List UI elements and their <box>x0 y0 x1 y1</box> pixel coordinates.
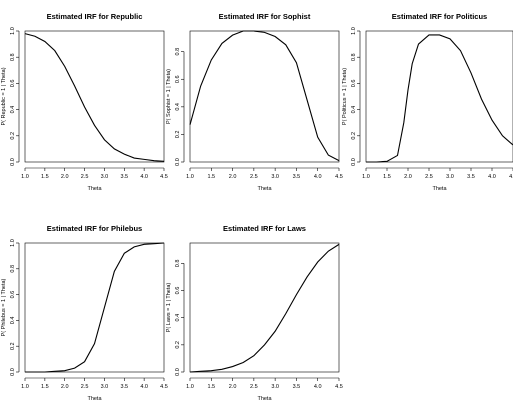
x-tick-label: 1.5 <box>207 174 215 180</box>
x-tick-label: 1.5 <box>41 384 49 390</box>
y-tick-label: 1.0 <box>351 27 357 35</box>
x-tick-label: 2.0 <box>404 174 412 180</box>
x-tick-label: 3.5 <box>120 174 128 180</box>
y-tick-label: 0.6 <box>175 75 181 83</box>
y-tick-label: 0.2 <box>175 341 181 349</box>
x-tick-label: 3.5 <box>120 384 128 390</box>
x-tick-label: 2.0 <box>229 174 237 180</box>
plot-box <box>24 30 165 163</box>
x-axis-label: Theta <box>432 186 447 192</box>
y-tick-label: 0.0 <box>351 158 357 166</box>
chart-panel-0: Estimated IRF for Republic 1.0 1.5 2.0 2.5 3.… <box>1 12 168 192</box>
x-axis-label: Theta <box>257 396 272 402</box>
x-tick-label: 1.0 <box>21 384 29 390</box>
y-tick-label: 0.6 <box>351 80 357 88</box>
x-tick-label: 4.5 <box>160 174 168 180</box>
x-tick-label: 2.5 <box>250 174 258 180</box>
y-tick-label: 0.8 <box>351 53 357 61</box>
x-tick-label: 2.0 <box>229 384 237 390</box>
plot-box <box>189 30 340 163</box>
x-tick-label: 1.0 <box>362 174 370 180</box>
y-tick-label: 1.0 <box>10 239 16 247</box>
x-tick-label: 3.5 <box>467 174 475 180</box>
x-tick-label: 3.5 <box>293 174 301 180</box>
x-tick-label: 4.0 <box>314 174 322 180</box>
x-tick-label: 1.5 <box>207 384 215 390</box>
x-tick-label: 4.0 <box>314 384 322 390</box>
x-tick-label: 3.0 <box>446 174 454 180</box>
x-tick-label: 2.5 <box>250 384 258 390</box>
y-tick-label: 0.0 <box>10 368 16 376</box>
y-tick-label: 0.4 <box>10 317 16 325</box>
y-tick-label: 0.2 <box>175 131 181 139</box>
chart-title: Estimated IRF for Politicus <box>392 12 487 21</box>
y-tick-label: 0.8 <box>10 53 16 61</box>
x-tick-label: 2.5 <box>81 174 89 180</box>
y-tick-label: 0.2 <box>351 132 357 140</box>
irf-curve <box>24 33 165 162</box>
x-tick-label: 4.0 <box>140 384 148 390</box>
x-tick-label: 3.0 <box>271 384 279 390</box>
x-tick-label: 1.0 <box>186 174 194 180</box>
y-axis-label: P( Philebus = 1 | Theta) <box>1 278 7 336</box>
y-tick-label: 0.0 <box>10 158 16 166</box>
y-axis-label: P( Laws = 1 | Theta) <box>166 283 172 333</box>
y-tick-label: 0.0 <box>175 368 181 376</box>
y-tick-label: 0.2 <box>10 342 16 350</box>
chart-title: Estimated IRF for Sophist <box>219 12 311 21</box>
x-axis-label: Theta <box>87 186 102 192</box>
y-tick-label: 0.8 <box>10 265 16 273</box>
x-tick-label: 3.5 <box>293 384 301 390</box>
y-tick-label: 0.4 <box>351 106 357 114</box>
x-tick-label: 4.5 <box>160 384 168 390</box>
x-tick-label: 1.0 <box>21 174 29 180</box>
chart-title: Estimated IRF for Laws <box>223 224 306 233</box>
y-tick-label: 0.0 <box>175 158 181 166</box>
y-axis-label: P( Politicus = 1 | Theta) <box>342 68 348 125</box>
y-tick-label: 0.6 <box>10 80 16 88</box>
x-tick-label: 1.5 <box>383 174 391 180</box>
y-tick-label: 0.4 <box>175 103 181 111</box>
x-tick-label: 1.5 <box>41 174 49 180</box>
y-tick-label: 0.4 <box>175 314 181 322</box>
plot-box <box>24 242 165 373</box>
x-tick-label: 3.0 <box>101 384 109 390</box>
chart-title: Estimated IRF for Philebus <box>47 224 142 233</box>
y-axis-label: P( Sophist = 1 | Theta) <box>166 69 172 124</box>
plot-box <box>365 30 513 163</box>
y-axis-label: P( Republic = 1 | Theta) <box>1 67 7 125</box>
chart-panel-1: Estimated IRF for Sophist 1.0 1.5 2.0 2.5 3.0… <box>166 12 343 192</box>
x-axis-label: Theta <box>257 186 272 192</box>
x-tick-label: 3.0 <box>101 174 109 180</box>
irf-curve <box>25 242 165 373</box>
y-tick-label: 0.6 <box>175 287 181 295</box>
irf-curve <box>189 30 340 162</box>
y-tick-label: 0.8 <box>175 260 181 268</box>
x-tick-label: 2.0 <box>61 174 69 180</box>
x-tick-label: 4.5 <box>335 174 343 180</box>
chart-title: Estimated IRF for Republic <box>47 12 143 21</box>
x-tick-label: 1.0 <box>186 384 194 390</box>
x-tick-label: 4.0 <box>140 174 148 180</box>
chart-panel-2: Estimated IRF for Politicus 1.0 1.5 2.0 2.5 3… <box>342 12 513 192</box>
x-tick-label: 2.5 <box>425 174 433 180</box>
x-tick-label: 4.0 <box>488 174 496 180</box>
x-tick-label: 4.5 <box>509 174 513 180</box>
chart-panel-3: Estimated IRF for Philebus 1.0 1.5 2.0 2.5 3.… <box>1 224 168 402</box>
y-tick-label: 0.6 <box>10 291 16 299</box>
x-axis-label: Theta <box>87 396 102 402</box>
irf-curve <box>189 243 340 373</box>
x-tick-label: 4.5 <box>335 384 343 390</box>
chart-panel-4: Estimated IRF for Laws 1.0 1.5 2.0 2.5 3.0 3.5… <box>166 224 343 402</box>
x-tick-label: 2.5 <box>81 384 89 390</box>
plot-box <box>189 242 340 373</box>
x-tick-label: 3.0 <box>271 174 279 180</box>
y-tick-label: 0.4 <box>10 106 16 114</box>
y-tick-label: 1.0 <box>10 27 16 35</box>
x-tick-label: 2.0 <box>61 384 69 390</box>
y-tick-label: 0.2 <box>10 132 16 140</box>
irf-curve <box>366 34 513 163</box>
y-tick-label: 0.8 <box>175 48 181 56</box>
